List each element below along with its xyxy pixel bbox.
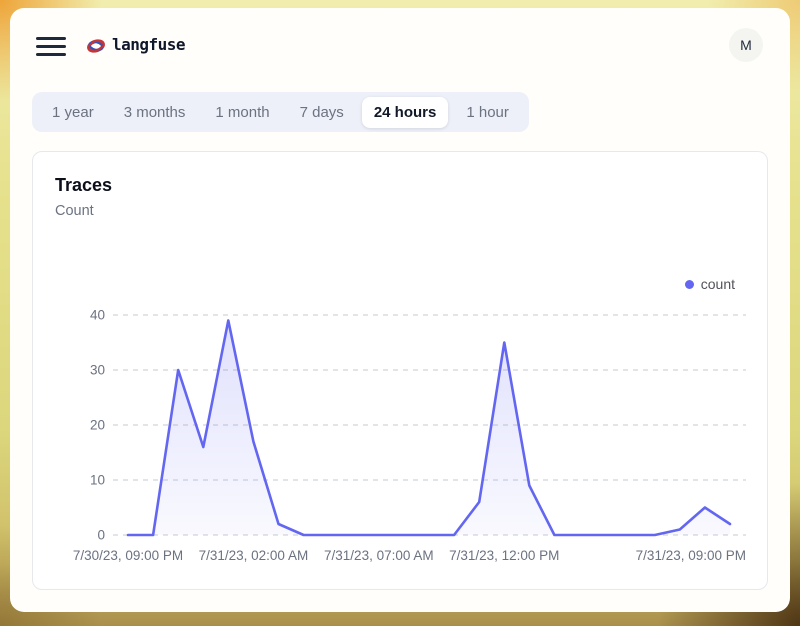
- y-axis-tick: 20: [90, 418, 105, 433]
- card-subtitle: Count: [55, 203, 94, 219]
- y-axis-tick: 30: [90, 363, 105, 378]
- app-title: langfuse: [112, 35, 186, 54]
- langfuse-logo-icon: [87, 39, 105, 53]
- traces-area-chart: 0 10 20 30 40 7/30/23, 09:00 PM 7/31/23, 02:00…: [73, 308, 746, 563]
- tab-3-months[interactable]: 3 months: [112, 97, 198, 128]
- tab-1-hour[interactable]: 1 hour: [454, 97, 521, 128]
- x-axis-tick: 7/30/23, 09:00 PM: [73, 548, 183, 563]
- user-avatar[interactable]: M: [729, 28, 763, 62]
- tab-1-year[interactable]: 1 year: [40, 97, 106, 128]
- menu-icon[interactable]: [36, 37, 66, 56]
- y-axis-tick: 0: [97, 528, 105, 543]
- x-axis-tick: 7/31/23, 07:00 AM: [324, 548, 434, 563]
- traces-card: Traces Count count 0 10 20 30 40 7/30/23, 09:…: [32, 151, 768, 590]
- x-axis-tick: 7/31/23, 02:00 AM: [199, 548, 309, 563]
- count-series-line: [126, 319, 732, 537]
- y-axis-tick: 10: [90, 473, 105, 488]
- chart-legend[interactable]: count: [684, 276, 735, 292]
- tab-7-days[interactable]: 7 days: [288, 97, 356, 128]
- app-window: langfuse M 1 year 3 months 1 month 7 days 24…: [10, 8, 790, 612]
- x-axis-tick: 7/31/23, 09:00 PM: [636, 548, 746, 563]
- legend-dot-icon: [684, 279, 694, 289]
- date-range-tablist: 1 year 3 months 1 month 7 days 24 hours 1 hou…: [32, 92, 529, 132]
- tab-24-hours[interactable]: 24 hours: [361, 96, 449, 128]
- legend-label: count: [700, 276, 735, 292]
- y-axis-tick: 40: [90, 308, 105, 323]
- card-title: Traces: [55, 175, 113, 195]
- app-header: langfuse M: [10, 8, 790, 78]
- tab-1-month[interactable]: 1 month: [203, 97, 281, 128]
- x-axis-tick: 7/31/23, 12:00 PM: [449, 548, 559, 563]
